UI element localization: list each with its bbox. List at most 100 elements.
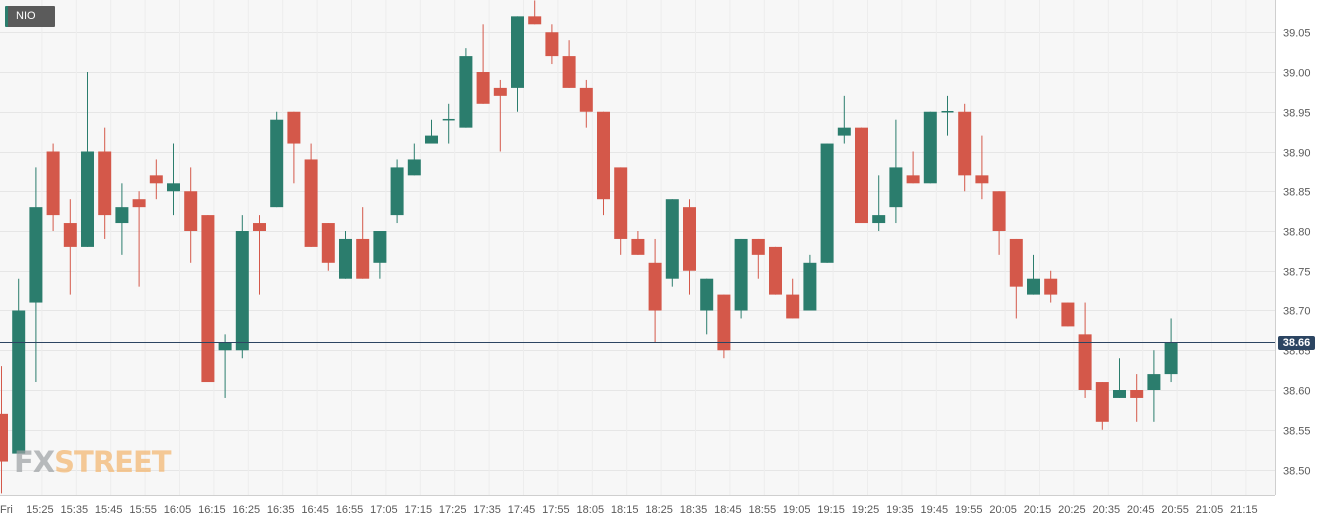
candle-body	[81, 151, 94, 247]
candle-body	[476, 72, 490, 104]
candle	[425, 119, 438, 144]
candle-body	[1147, 374, 1161, 390]
x-tick-label: 21:05	[1196, 504, 1224, 516]
candle-body	[287, 111, 301, 144]
candle	[1164, 318, 1178, 383]
candle-body	[803, 262, 817, 311]
candle-body	[820, 143, 834, 263]
x-tick-label: 17:15	[405, 504, 433, 516]
ticker-badge: NIO	[5, 6, 55, 27]
candle	[665, 199, 679, 287]
candle	[597, 111, 610, 216]
candle-body	[321, 223, 335, 263]
candle-body	[493, 87, 507, 96]
candle-body	[29, 207, 43, 303]
candle-body	[700, 278, 714, 311]
candle	[29, 167, 43, 383]
candle-body	[1130, 390, 1144, 398]
candle	[837, 95, 851, 144]
y-tick-label: 38.95	[1283, 108, 1311, 120]
candle-body	[270, 119, 284, 208]
candle	[304, 143, 318, 247]
y-tick-label: 38.80	[1283, 227, 1311, 239]
candles	[0, 0, 1178, 494]
candle	[975, 135, 989, 200]
y-tick-label: 38.50	[1283, 466, 1311, 478]
candle-body	[235, 231, 249, 351]
candle	[235, 215, 249, 359]
candle	[356, 207, 370, 279]
candle	[855, 127, 868, 224]
candle	[648, 238, 662, 343]
candle-body	[1009, 238, 1023, 287]
candle-body	[545, 32, 559, 57]
x-tick-label: 18:55	[749, 504, 777, 516]
x-tick-label: 19:15	[817, 504, 845, 516]
candle	[1130, 374, 1144, 422]
candle	[442, 103, 455, 144]
last-price-label: 38.66	[1278, 335, 1315, 350]
watermark-part-1: FX	[14, 445, 55, 479]
candle	[820, 143, 834, 263]
x-tick-label: 21:15	[1230, 504, 1258, 516]
candle	[889, 119, 903, 224]
candle-body	[872, 215, 886, 224]
x-tick-label: 16:35	[267, 504, 295, 516]
candle	[923, 111, 937, 184]
candle	[1044, 270, 1058, 303]
candle	[511, 16, 524, 112]
watermark-part-2: STREET	[54, 445, 171, 479]
candle-body	[528, 16, 542, 25]
candle-body	[992, 191, 1006, 231]
candle-body	[786, 294, 800, 319]
candle-body	[1044, 278, 1058, 295]
candle	[1078, 302, 1092, 398]
y-tick-label: 39.00	[1283, 68, 1311, 80]
candle	[493, 79, 507, 152]
candle	[786, 278, 800, 319]
candle	[528, 0, 542, 25]
candle	[769, 246, 782, 295]
candle	[1147, 350, 1161, 422]
candle	[149, 159, 163, 200]
candle	[201, 215, 215, 383]
candle	[270, 111, 284, 208]
candle-body	[751, 238, 765, 255]
candle-body	[167, 183, 180, 192]
candle	[700, 278, 714, 335]
x-tick-label: 18:35	[680, 504, 708, 516]
candle-body	[390, 167, 404, 216]
candle	[63, 199, 77, 295]
x-tick-label: 17:35	[473, 504, 501, 516]
x-tick-label: 15:45	[95, 504, 123, 516]
y-tick-label: 38.75	[1283, 267, 1311, 279]
candle-body	[46, 151, 60, 216]
candle	[184, 167, 198, 263]
x-tick-label: 19:35	[886, 504, 914, 516]
candle-body	[1061, 302, 1075, 327]
x-tick-label: 16:15	[198, 504, 226, 516]
candle-body	[304, 159, 318, 247]
y-tick-label: 38.85	[1283, 187, 1311, 199]
candle-body	[115, 207, 129, 224]
candle	[287, 111, 301, 184]
candle	[545, 24, 559, 65]
candle	[1061, 302, 1075, 327]
x-tick-label: 19:55	[955, 504, 983, 516]
candle-body	[201, 215, 215, 383]
candle	[253, 215, 266, 295]
candle	[390, 159, 404, 224]
candle-body	[923, 111, 937, 184]
candle-body	[579, 87, 593, 112]
candle-body	[769, 246, 782, 295]
candle-body	[665, 199, 679, 279]
x-tick-label: 18:05	[577, 504, 605, 516]
x-tick-label: 16:05	[164, 504, 192, 516]
x-tick-label: 16:25	[233, 504, 261, 516]
candle	[872, 175, 886, 231]
candle	[321, 223, 335, 271]
candle	[751, 238, 765, 279]
candle	[562, 40, 576, 88]
